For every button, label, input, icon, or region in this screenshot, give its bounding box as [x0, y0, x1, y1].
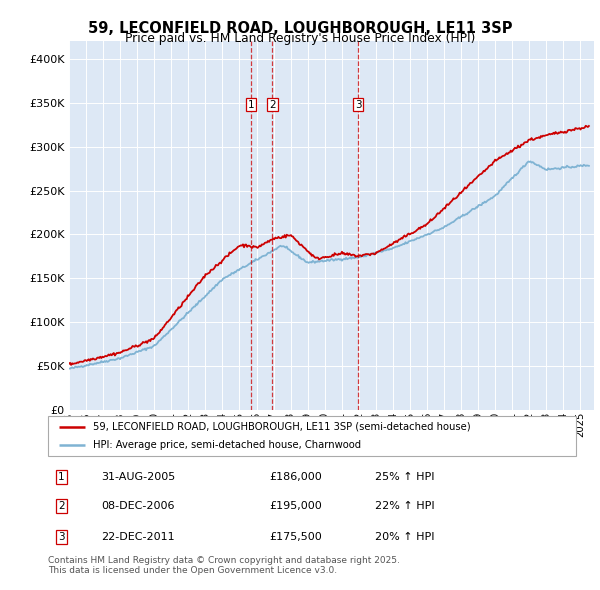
Text: 3: 3 [58, 532, 65, 542]
Text: 2: 2 [58, 501, 65, 511]
Text: 22% ↑ HPI: 22% ↑ HPI [376, 501, 435, 511]
Text: 2: 2 [269, 100, 275, 110]
Text: 25% ↑ HPI: 25% ↑ HPI [376, 471, 435, 481]
Text: Price paid vs. HM Land Registry's House Price Index (HPI): Price paid vs. HM Land Registry's House … [125, 32, 475, 45]
Text: 1: 1 [58, 471, 65, 481]
Text: 1: 1 [247, 100, 254, 110]
Text: 22-DEC-2011: 22-DEC-2011 [101, 532, 175, 542]
Text: 08-DEC-2006: 08-DEC-2006 [101, 501, 175, 511]
Text: 20% ↑ HPI: 20% ↑ HPI [376, 532, 435, 542]
Text: £186,000: £186,000 [270, 471, 323, 481]
Text: 59, LECONFIELD ROAD, LOUGHBOROUGH, LE11 3SP (semi-detached house): 59, LECONFIELD ROAD, LOUGHBOROUGH, LE11 … [93, 422, 470, 432]
Text: Contains HM Land Registry data © Crown copyright and database right 2025.
This d: Contains HM Land Registry data © Crown c… [48, 556, 400, 575]
Text: £195,000: £195,000 [270, 501, 323, 511]
Text: 31-AUG-2005: 31-AUG-2005 [101, 471, 175, 481]
Text: 3: 3 [355, 100, 362, 110]
Text: HPI: Average price, semi-detached house, Charnwood: HPI: Average price, semi-detached house,… [93, 440, 361, 450]
Text: 59, LECONFIELD ROAD, LOUGHBOROUGH, LE11 3SP: 59, LECONFIELD ROAD, LOUGHBOROUGH, LE11 … [88, 21, 512, 35]
Text: £175,500: £175,500 [270, 532, 323, 542]
